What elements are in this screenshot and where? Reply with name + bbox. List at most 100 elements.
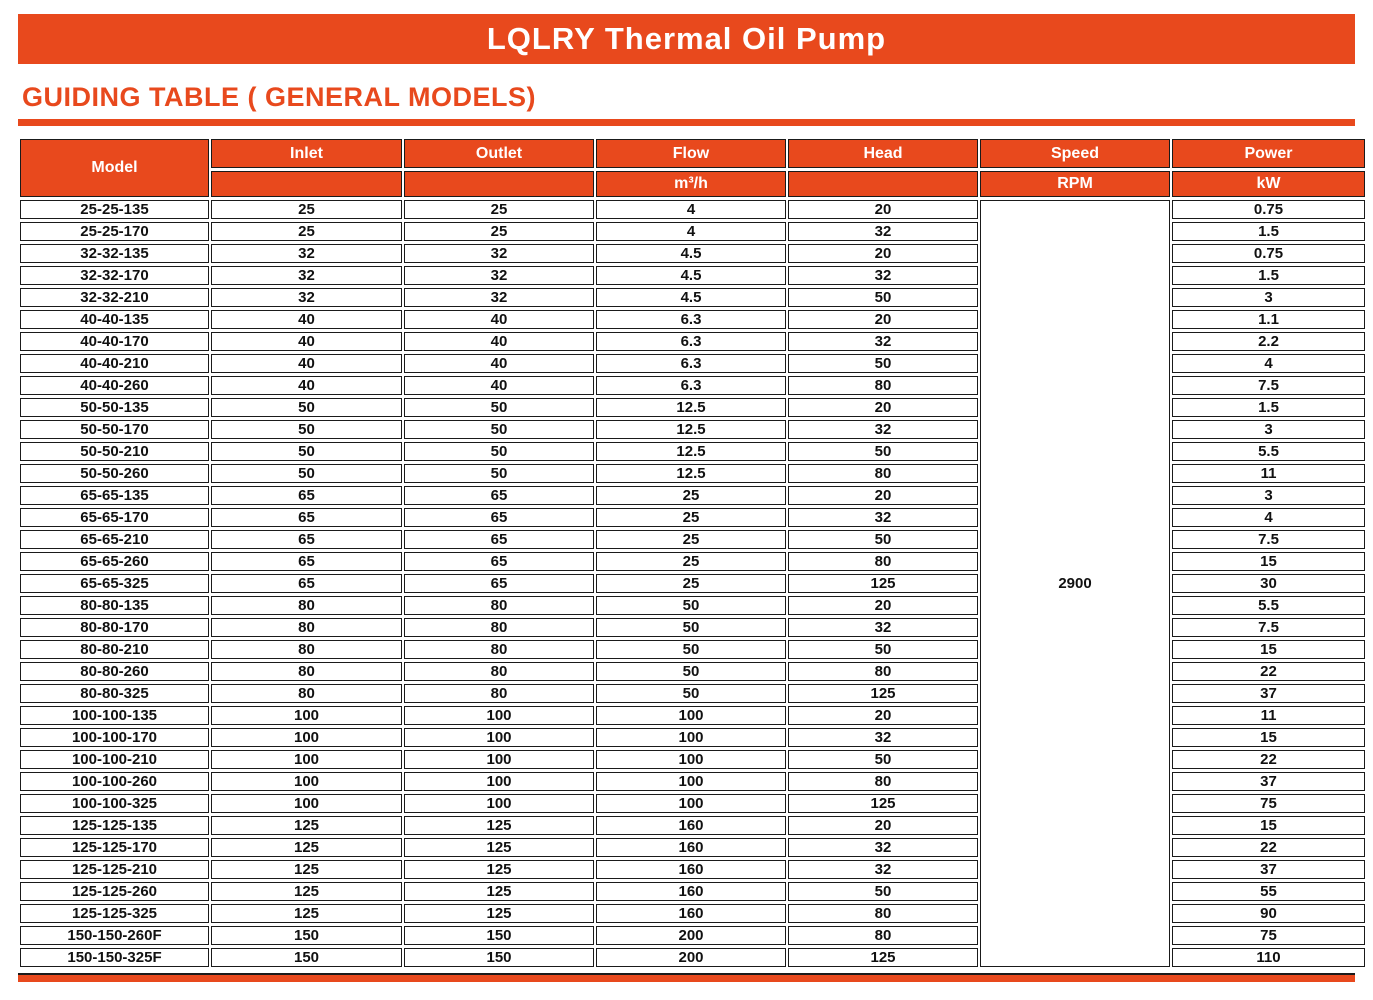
cell-inlet: 100	[211, 772, 402, 791]
header-outlet: Outlet	[404, 139, 594, 168]
cell-flow: 100	[596, 772, 786, 791]
table-row: 150-150-325F 150 150 200 125 110	[20, 948, 1365, 967]
cell-head: 50	[788, 442, 978, 461]
cell-flow: 12.5	[596, 464, 786, 483]
table-row: 65-65-325 65 65 25 125 30	[20, 574, 1365, 593]
cell-model: 100-100-135	[20, 706, 209, 725]
cell-head: 32	[788, 222, 978, 241]
cell-flow: 160	[596, 816, 786, 835]
cell-outlet: 25	[404, 200, 594, 219]
cell-model: 25-25-135	[20, 200, 209, 219]
cell-head: 20	[788, 244, 978, 263]
cell-model: 80-80-210	[20, 640, 209, 659]
cell-speed-merged: 2900	[980, 200, 1170, 967]
header-row-top: Model Inlet Outlet Flow Head Speed Power	[20, 139, 1365, 197]
cell-head: 50	[788, 354, 978, 373]
cell-model: 50-50-135	[20, 398, 209, 417]
cell-head: 32	[788, 618, 978, 637]
cell-outlet: 25	[404, 222, 594, 241]
cell-flow: 100	[596, 750, 786, 769]
header-inlet-unit	[211, 171, 402, 197]
cell-inlet: 65	[211, 486, 402, 505]
cell-outlet: 50	[404, 398, 594, 417]
cell-outlet: 40	[404, 332, 594, 351]
cell-outlet: 40	[404, 376, 594, 395]
table-row: 25-25-170 25 25 4 32 1.5	[20, 222, 1365, 241]
cell-power: 37	[1172, 772, 1365, 791]
cell-head: 20	[788, 486, 978, 505]
cell-head: 80	[788, 904, 978, 923]
cell-head: 32	[788, 728, 978, 747]
cell-flow: 4	[596, 200, 786, 219]
cell-flow: 200	[596, 948, 786, 967]
cell-inlet: 40	[211, 332, 402, 351]
cell-inlet: 100	[211, 706, 402, 725]
cell-power: 0.75	[1172, 200, 1365, 219]
cell-power: 15	[1172, 816, 1365, 835]
cell-power: 1.1	[1172, 310, 1365, 329]
cell-flow: 12.5	[596, 420, 786, 439]
cell-power: 30	[1172, 574, 1365, 593]
cell-power: 37	[1172, 684, 1365, 703]
cell-inlet: 40	[211, 310, 402, 329]
cell-model: 50-50-260	[20, 464, 209, 483]
cell-flow: 4.5	[596, 244, 786, 263]
cell-inlet: 65	[211, 530, 402, 549]
table-row: 32-32-135 32 32 4.5 20 0.75	[20, 244, 1365, 263]
cell-flow: 160	[596, 882, 786, 901]
cell-head: 50	[788, 640, 978, 659]
cell-flow: 50	[596, 662, 786, 681]
cell-head: 50	[788, 750, 978, 769]
table-row: 100-100-260 100 100 100 80 37	[20, 772, 1365, 791]
cell-model: 65-65-260	[20, 552, 209, 571]
table-row: 80-80-325 80 80 50 125 37	[20, 684, 1365, 703]
cell-head: 80	[788, 772, 978, 791]
cell-inlet: 50	[211, 420, 402, 439]
cell-head: 20	[788, 310, 978, 329]
cell-power: 1.5	[1172, 266, 1365, 285]
cell-power: 37	[1172, 860, 1365, 879]
cell-flow: 25	[596, 530, 786, 549]
cell-model: 40-40-170	[20, 332, 209, 351]
cell-outlet: 125	[404, 816, 594, 835]
cell-inlet: 100	[211, 750, 402, 769]
cell-outlet: 125	[404, 882, 594, 901]
cell-model: 150-150-325F	[20, 948, 209, 967]
cell-model: 80-80-135	[20, 596, 209, 615]
cell-model: 40-40-135	[20, 310, 209, 329]
cell-inlet: 32	[211, 266, 402, 285]
cell-inlet: 150	[211, 948, 402, 967]
cell-power: 3	[1172, 486, 1365, 505]
cell-model: 25-25-170	[20, 222, 209, 241]
cell-flow: 4.5	[596, 266, 786, 285]
cell-power: 5.5	[1172, 596, 1365, 615]
cell-inlet: 25	[211, 200, 402, 219]
cell-head: 50	[788, 882, 978, 901]
header-head-unit	[788, 171, 978, 197]
cell-model: 100-100-210	[20, 750, 209, 769]
table-row: 50-50-210 50 50 12.5 50 5.5	[20, 442, 1365, 461]
cell-inlet: 80	[211, 640, 402, 659]
cell-outlet: 50	[404, 420, 594, 439]
cell-outlet: 32	[404, 266, 594, 285]
cell-flow: 25	[596, 574, 786, 593]
cell-outlet: 50	[404, 464, 594, 483]
cell-model: 32-32-170	[20, 266, 209, 285]
bottom-bar	[18, 973, 1355, 982]
table-row: 50-50-135 50 50 12.5 20 1.5	[20, 398, 1365, 417]
cell-outlet: 80	[404, 596, 594, 615]
cell-head: 32	[788, 266, 978, 285]
cell-power: 90	[1172, 904, 1365, 923]
cell-outlet: 125	[404, 838, 594, 857]
cell-outlet: 65	[404, 508, 594, 527]
table-row: 100-100-210 100 100 100 50 22	[20, 750, 1365, 769]
header-row-units: m³/h RPM kW	[20, 171, 1365, 197]
cell-outlet: 65	[404, 486, 594, 505]
cell-model: 125-125-325	[20, 904, 209, 923]
cell-head: 125	[788, 794, 978, 813]
cell-model: 80-80-170	[20, 618, 209, 637]
header-speed-unit: RPM	[980, 171, 1170, 197]
cell-power: 75	[1172, 794, 1365, 813]
cell-power: 4	[1172, 354, 1365, 373]
